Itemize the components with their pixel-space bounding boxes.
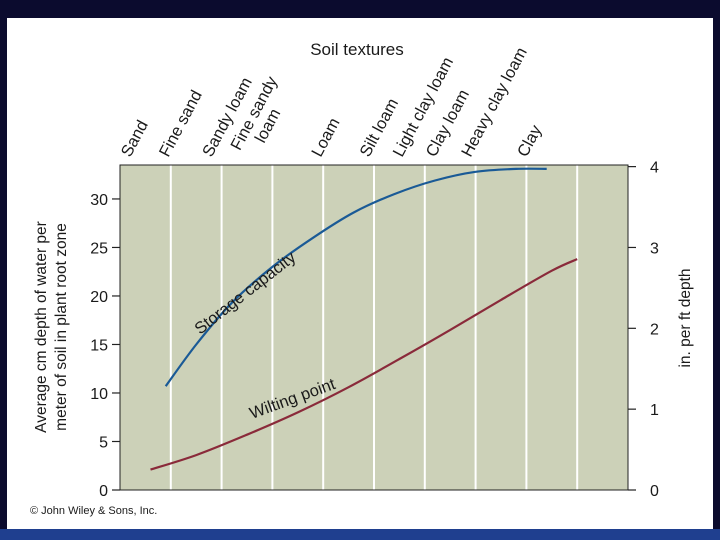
y2-axis-label: in. per ft depth	[677, 268, 694, 367]
y-tick-label: 0	[99, 483, 108, 500]
y2-tick-label: 1	[650, 402, 659, 419]
y-tick-label: 20	[90, 289, 108, 306]
copyright-text: © John Wiley & Sons, Inc.	[30, 505, 157, 517]
category-label-text: Loam	[308, 115, 343, 160]
plot-frame	[119, 164, 629, 491]
series-line-wilting-point	[150, 258, 578, 471]
y-tick-label: 5	[99, 434, 108, 451]
y-tick-label: 25	[90, 240, 108, 257]
category-label-text: Sand	[118, 117, 152, 159]
top-frame-bar	[0, 0, 720, 18]
category-label: Fine sand	[156, 87, 206, 159]
chart-title: Soil textures	[310, 40, 404, 59]
y2-tick-label: 4	[650, 160, 659, 177]
series-line-storage-capacity	[164, 167, 547, 387]
y-tick-label: 30	[90, 192, 108, 209]
y2-tick-label: 2	[650, 321, 659, 338]
bottom-frame-bar	[0, 529, 720, 540]
category-label: Loam	[308, 115, 343, 160]
left-frame-bar	[0, 0, 7, 540]
category-label-text: Fine sand	[156, 87, 206, 159]
category-label: Clay	[514, 122, 546, 160]
y-tick-label: 15	[90, 337, 108, 354]
right-frame-bar	[713, 0, 720, 540]
y-axis-label-line2: meter of soil in plant root zone	[53, 223, 70, 431]
y2-tick-label: 3	[650, 240, 659, 257]
y-axis-label: Average cm depth of water per	[33, 221, 50, 433]
y2-tick-label: 0	[650, 483, 659, 500]
y-tick-label: 10	[90, 386, 108, 403]
category-label: Sand	[118, 117, 152, 159]
category-label-text: Clay	[514, 122, 546, 160]
